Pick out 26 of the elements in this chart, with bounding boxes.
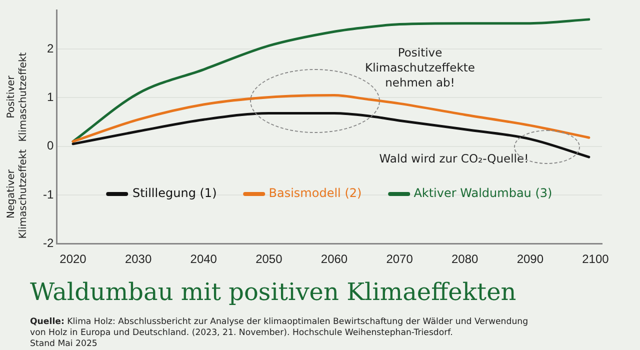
text: Stand Mai 2025 [30,339,98,350]
legend-label: Aktiver Waldumbau (3) [412,186,552,200]
x-tick-label: 2100 [582,252,610,266]
legend-label: Basismodell (2) [268,186,362,200]
source-note: Quelle: Klima Holz: Abschlussbericht zur Analyse der klimaoptimalen Bewirtschaftung der Wälder und Verwendung von Holz in Europa und Deutschland. (2023, 21. November). Hochschule Weihenstephan-Triesdorf. [30,317,530,339]
x-tick-label: 2040 [190,252,218,266]
y-tick-label: -1 [43,187,54,202]
y-tick-label: 0 [46,138,54,153]
text: Waldumbau mit positiven Klimaeffekten [30,278,516,306]
line-series [72,94,590,143]
x-tick-label: 2020 [60,252,87,266]
x-tick-label: 2050 [256,252,283,266]
line-series [72,18,590,143]
annotation: Positive Klimaschutzeffekte nehmen ab! [364,46,476,90]
legend-label: Stilllegung (1) [131,186,217,200]
x-tick-label: 2070 [386,252,414,266]
y-tick-label: 1 [46,90,54,104]
x-tick-label: 2030 [124,252,152,266]
x-tick-label: 2080 [452,252,479,266]
annotation: Wald wird zur CO₂-Quelle! [378,152,530,166]
y-tick-label: -2 [43,236,54,250]
text: Negativer Klimaschutzeffekt [6,148,30,241]
y-axis-title: Positiver Klimaschutzeffekt [6,51,30,144]
y-tick-label: 2 [46,41,54,56]
x-tick-label: 2060 [320,252,348,266]
x-tick-label: 2090 [516,252,544,266]
